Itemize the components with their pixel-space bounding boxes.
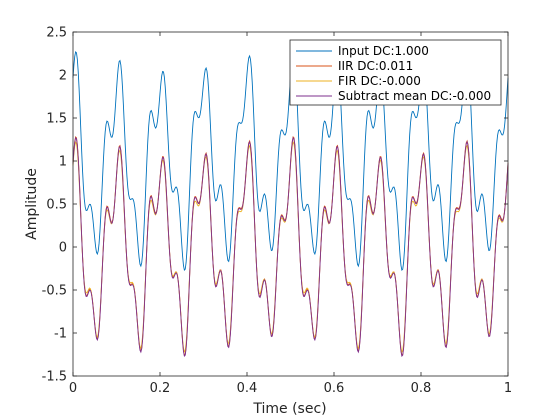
y-tick-label: 0.5	[46, 198, 67, 213]
legend-entry-4: Subtract mean DC:-0.000	[338, 89, 491, 103]
x-tick-label: 0.2	[150, 381, 171, 396]
y-tick-label: 1	[59, 155, 67, 170]
x-tick-label: 0.8	[411, 381, 432, 396]
legend-entry-1: Input DC:1.000	[338, 44, 429, 58]
legend-entry-2: IIR DC:0.011	[338, 59, 413, 73]
legend-entry-3: FIR DC:-0.000	[338, 74, 421, 88]
y-tick-label: 0	[59, 241, 67, 256]
x-tick-label: 0.4	[237, 381, 258, 396]
x-tick-label: 1	[504, 381, 512, 396]
y-tick-label: 2	[59, 69, 67, 84]
y-axis-label: Amplitude	[24, 168, 40, 240]
y-tick-label: 2.5	[46, 26, 67, 41]
series-line-4	[72, 136, 509, 358]
y-tick-label: 1.5	[46, 112, 67, 127]
y-tick-label: -1	[54, 327, 67, 342]
y-tick-label: -0.5	[42, 284, 67, 299]
ticks-layer: 0 0.2 0.4 0.6 0.8 1 -1.5 -1 -0.5 0 0.5 1 1.5 2 2.5	[42, 26, 513, 397]
x-axis-label: Time (sec)	[252, 401, 326, 417]
x-tick-label: 0	[69, 381, 77, 396]
y-tick-label: -1.5	[42, 370, 67, 385]
x-tick-label: 0.6	[324, 381, 345, 396]
